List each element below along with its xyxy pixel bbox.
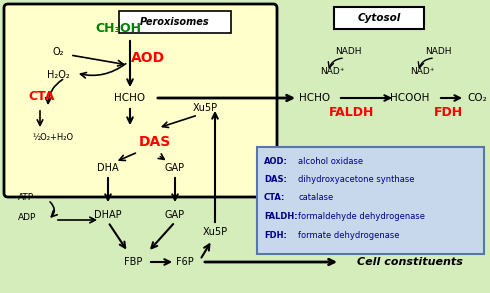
Text: DHAP: DHAP: [94, 210, 122, 220]
Text: DAS:: DAS:: [264, 175, 287, 184]
Text: GAP: GAP: [165, 163, 185, 173]
Text: NADH: NADH: [425, 47, 451, 57]
Text: DHA: DHA: [97, 163, 119, 173]
Text: Peroxisomes: Peroxisomes: [140, 17, 210, 27]
Text: alcohol oxidase: alcohol oxidase: [298, 156, 363, 166]
Text: AOD: AOD: [131, 51, 165, 65]
Text: Cell constituents: Cell constituents: [357, 257, 463, 267]
FancyBboxPatch shape: [119, 11, 231, 33]
Text: FDH:: FDH:: [264, 231, 287, 239]
Text: NAD⁺: NAD⁺: [410, 67, 434, 76]
Text: catalase: catalase: [298, 193, 333, 202]
Text: CH₃OH: CH₃OH: [95, 21, 141, 35]
Text: DAS: DAS: [139, 135, 171, 149]
Text: NAD⁺: NAD⁺: [320, 67, 344, 76]
Text: Xu5P: Xu5P: [193, 103, 218, 113]
Text: GAP: GAP: [165, 210, 185, 220]
Text: Cytosol: Cytosol: [357, 13, 401, 23]
Text: ADP: ADP: [18, 214, 36, 222]
Text: HCHO: HCHO: [299, 93, 331, 103]
Text: formate dehydrogenase: formate dehydrogenase: [298, 231, 399, 239]
Text: NADH: NADH: [335, 47, 361, 57]
Text: formaldehyde dehydrogenase: formaldehyde dehydrogenase: [298, 212, 425, 221]
Text: Xu5P: Xu5P: [202, 227, 227, 237]
Text: dihydroxyacetone synthase: dihydroxyacetone synthase: [298, 175, 415, 184]
Text: AOD:: AOD:: [264, 156, 288, 166]
Text: CTA:: CTA:: [264, 193, 285, 202]
Text: H₂O₂: H₂O₂: [47, 70, 70, 80]
Text: FALDH: FALDH: [329, 105, 375, 118]
Text: O₂: O₂: [52, 47, 64, 57]
Text: CO₂: CO₂: [467, 93, 487, 103]
Text: F6P: F6P: [176, 257, 194, 267]
Text: ½O₂+H₂O: ½O₂+H₂O: [32, 134, 73, 142]
FancyBboxPatch shape: [257, 147, 484, 254]
FancyBboxPatch shape: [4, 4, 277, 197]
Text: FBP: FBP: [124, 257, 142, 267]
Text: CTA: CTA: [28, 91, 54, 103]
Text: FDH: FDH: [434, 105, 463, 118]
Text: FALDH:: FALDH:: [264, 212, 297, 221]
Text: HCOOH: HCOOH: [391, 93, 430, 103]
Text: ATP: ATP: [18, 193, 34, 202]
FancyBboxPatch shape: [334, 7, 424, 29]
Text: HCHO: HCHO: [115, 93, 146, 103]
